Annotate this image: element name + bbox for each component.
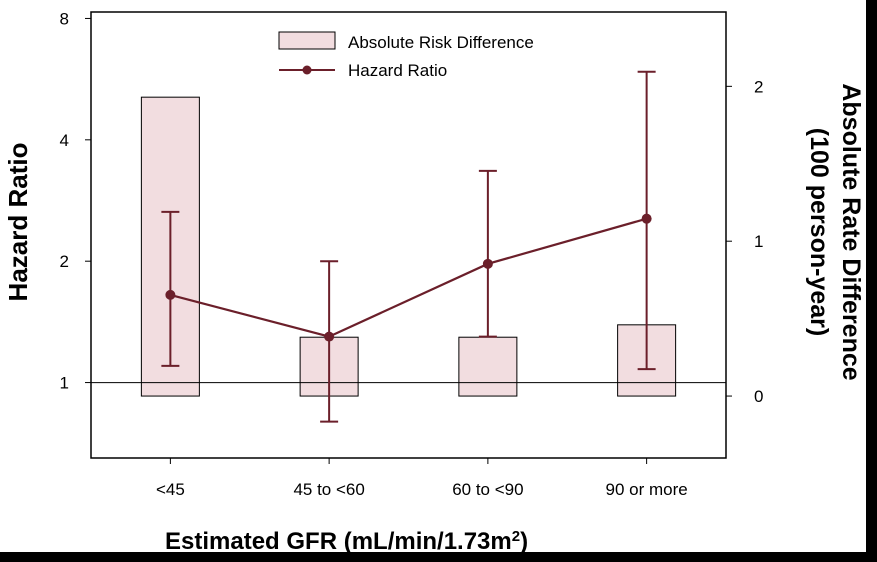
legend: Absolute Risk Difference Hazard Ratio	[278, 31, 534, 80]
legend-line-label: Hazard Ratio	[348, 61, 447, 80]
chart: 1 2 4 8 0 1 2 <45 45 to <60 60 to <90 90 or more…	[3, 9, 865, 553]
hazard-ratio-line	[170, 217, 647, 338]
legend-line-marker	[302, 65, 312, 75]
legend-bar-label: Absolute Risk Difference	[348, 33, 534, 52]
left-tick-label-3: 8	[60, 9, 69, 28]
x-tick-label-2: 60 to <90	[452, 480, 523, 499]
x-axis-title: Estimated GFR (mL/min/1.73m2)	[165, 528, 528, 553]
plot-border	[90, 11, 727, 459]
right-tick-label-1: 1	[754, 232, 763, 251]
left-tick-label-0: 1	[60, 374, 69, 393]
left-tick-label-2: 4	[60, 131, 69, 150]
bars-layer	[140, 96, 677, 397]
x-axis-title-sup: 2	[512, 528, 520, 545]
chart-frame: 1 2 4 8 0 1 2 <45 45 to <60 60 to <90 90 or more…	[0, 0, 866, 552]
x-tick-label-3: 90 or more	[606, 480, 688, 499]
x-axis-title-end: )	[520, 528, 528, 552]
x-axis: <45 45 to <60 60 to <90 90 or more	[156, 458, 688, 499]
right-axis-title-line1: Absolute Rate Difference	[837, 83, 865, 380]
hazard-ratio-point-0	[165, 289, 176, 300]
left-axis: 1 2 4 8	[60, 9, 91, 393]
right-tick-label-0: 0	[754, 387, 763, 406]
left-tick-label-1: 2	[60, 252, 69, 271]
x-tick-label-1: 45 to <60	[293, 480, 364, 499]
x-tick-label-0: <45	[156, 480, 185, 499]
left-axis-title: Hazard Ratio	[3, 143, 33, 302]
bar-2	[458, 336, 518, 397]
hazard-ratio-point-3	[641, 213, 652, 224]
legend-bar-swatch	[278, 31, 336, 50]
right-tick-label-2: 2	[754, 77, 763, 96]
hazard-ratio-layer	[161, 70, 656, 423]
hazard-ratio-point-2	[482, 258, 493, 269]
x-axis-title-main: Estimated GFR (mL/min/1.73m	[165, 528, 512, 552]
right-axis-title-line2: (100 person-year)	[805, 128, 833, 336]
hazard-ratio-point-1	[324, 331, 335, 342]
right-axis: 0 1 2	[726, 77, 763, 406]
